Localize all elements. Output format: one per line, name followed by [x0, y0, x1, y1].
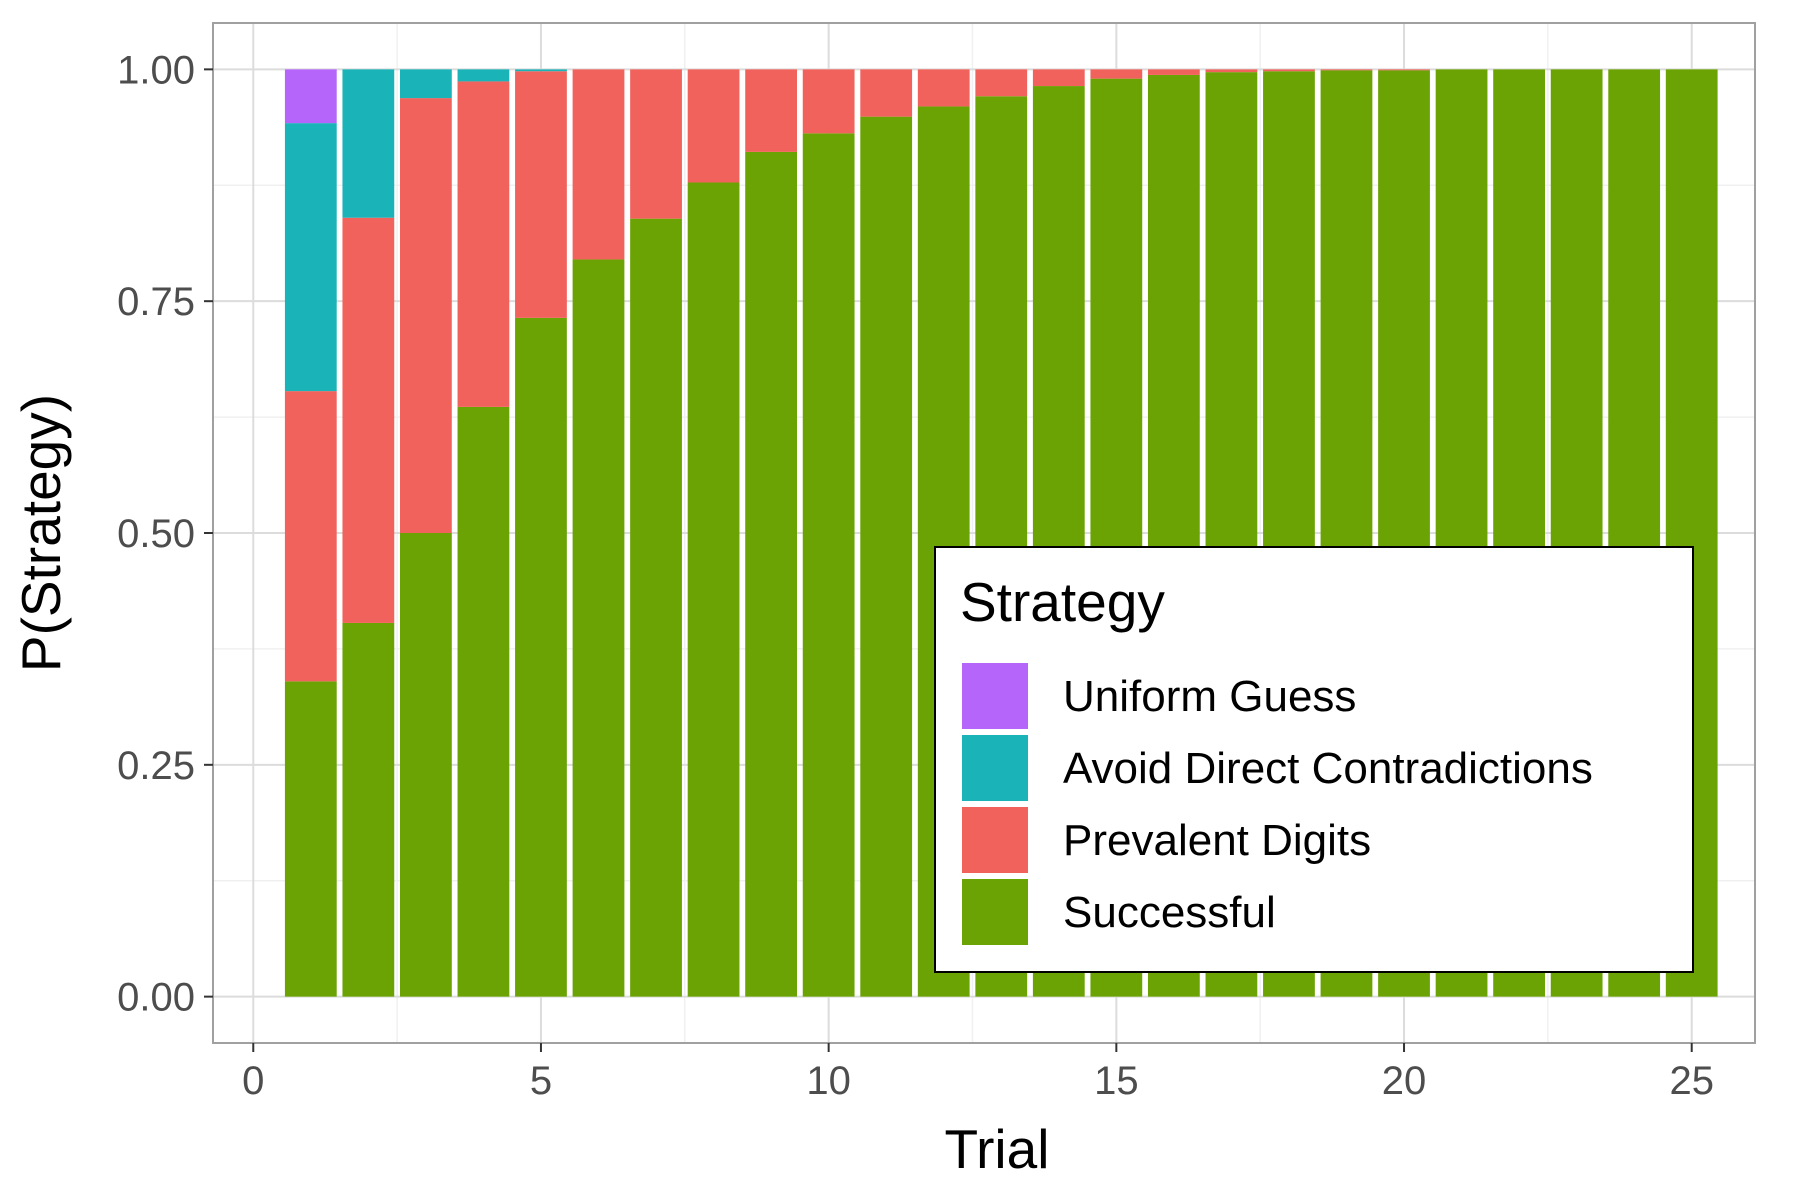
bar-segment-prevalent-digits: [457, 81, 510, 407]
legend-swatch-successful: [962, 879, 1028, 945]
y-tick-label: 0.50: [117, 512, 195, 556]
bar-segment-prevalent-digits: [1147, 69, 1200, 75]
bar-segment-prevalent-digits: [1032, 69, 1085, 87]
y-tick-label: 1.00: [117, 48, 195, 92]
bar-segment-prevalent-digits: [399, 98, 452, 533]
bar-segment-avoid-direct-contradictions: [342, 69, 395, 218]
bar-segment-prevalent-digits: [860, 69, 913, 117]
x-tick-label: 10: [806, 1059, 851, 1103]
x-tick-label: 15: [1094, 1059, 1139, 1103]
legend-label-prevalent-digits: Prevalent Digits: [1063, 816, 1371, 865]
bar-segment-successful: [687, 182, 740, 997]
bar-segment-successful: [284, 681, 337, 997]
legend-swatch-avoid-direct-contradictions: [962, 735, 1028, 801]
legend-label-uniform-guess: Uniform Guess: [1063, 672, 1356, 721]
bar-segment-prevalent-digits: [1263, 69, 1315, 72]
legend-items: Uniform Guess Avoid Direct Contradictions…: [962, 663, 1593, 945]
x-axis-title: Trial: [945, 1118, 1050, 1180]
legend: Strategy Uniform Guess Avoid Direct Contr…: [934, 546, 1694, 973]
bar-segment-avoid-direct-contradictions: [399, 69, 452, 99]
bar-segment-successful: [572, 259, 625, 997]
bar-segment-successful: [457, 406, 510, 997]
bar-segment-avoid-direct-contradictions: [515, 69, 567, 72]
bar-segment-uniform-guess: [284, 69, 337, 124]
bar-segment-prevalent-digits: [1090, 69, 1143, 79]
bar-segment-successful: [342, 622, 395, 997]
bar-segment-prevalent-digits: [802, 69, 855, 134]
bar-segment-avoid-direct-contradictions: [457, 69, 510, 82]
x-tick-label: 0: [242, 1059, 264, 1103]
x-axis-ticks: 0 5 10 15 20 25: [242, 1043, 1714, 1103]
bar-segment-prevalent-digits: [515, 71, 567, 318]
bar-segment-prevalent-digits: [1205, 69, 1258, 73]
y-tick-label: 0.25: [117, 744, 195, 788]
bar-segment-prevalent-digits: [745, 69, 798, 152]
legend-swatch-uniform-guess: [962, 663, 1028, 729]
legend-swatch-prevalent-digits: [962, 807, 1028, 873]
legend-title: Strategy: [960, 571, 1165, 633]
bar-segment-prevalent-digits: [284, 391, 337, 682]
bar-segment-prevalent-digits: [572, 69, 625, 260]
bar-segment-prevalent-digits: [917, 69, 970, 107]
bar-segment-successful: [515, 317, 567, 997]
bar-segment-avoid-direct-contradictions: [284, 123, 337, 392]
bar-segment-prevalent-digits: [1320, 69, 1373, 71]
y-tick-label: 0.00: [117, 976, 195, 1020]
bar-segment-prevalent-digits: [630, 69, 682, 219]
legend-label-successful: Successful: [1063, 888, 1276, 937]
x-tick-label: 25: [1669, 1059, 1714, 1103]
legend-label-avoid-direct-contradictions: Avoid Direct Contradictions: [1063, 744, 1593, 793]
bar-segment-prevalent-digits: [342, 217, 395, 623]
x-tick-label: 20: [1382, 1059, 1427, 1103]
y-axis-ticks: 0.00 0.25 0.50 0.75 1.00: [117, 48, 213, 1020]
bar-segment-prevalent-digits: [1378, 69, 1430, 71]
bar-segment-successful: [745, 151, 798, 997]
bar-segment-successful: [860, 116, 913, 997]
bar-segment-prevalent-digits: [687, 69, 740, 183]
legend-box: [934, 546, 1694, 973]
bar-segment-successful: [630, 218, 682, 997]
y-axis-title: P(Strategy): [10, 394, 72, 672]
x-tick-label: 5: [530, 1059, 552, 1103]
bar-segment-successful: [802, 133, 855, 997]
bar-segment-successful: [399, 533, 452, 997]
y-tick-label: 0.75: [117, 280, 195, 324]
bar-segment-prevalent-digits: [975, 69, 1028, 97]
